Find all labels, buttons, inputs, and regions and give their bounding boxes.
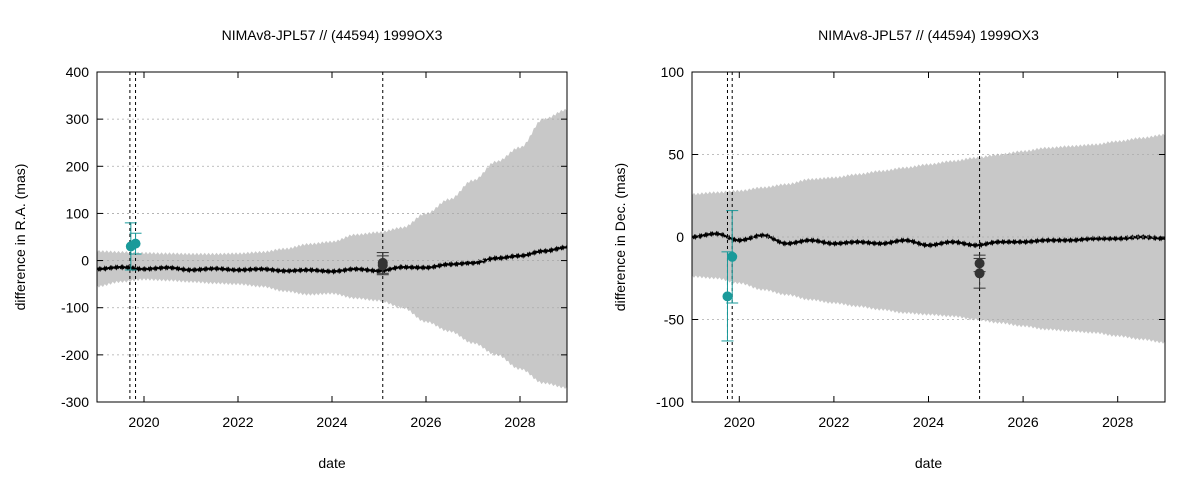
y-tick-label: 0 [676, 229, 684, 245]
uncertainty-band-group [692, 133, 1165, 344]
x-tick-label: 2020 [128, 414, 159, 430]
chart-title: NIMAv8-JPL57 // (44594) 1999OX3 [222, 27, 443, 43]
y-tick-label: -300 [61, 394, 89, 410]
y-tick-label: 200 [66, 158, 90, 174]
x-tick-label: 2026 [410, 414, 441, 430]
y-tick-label: -50 [664, 312, 684, 328]
x-tick-label: 2028 [504, 414, 535, 430]
chart-title: NIMAv8-JPL57 // (44594) 1999OX3 [818, 27, 1039, 43]
y-tick-label: 300 [66, 111, 90, 127]
x-axis-label: date [318, 455, 345, 471]
observation-point [974, 268, 985, 279]
ra-chart-panel: -300 -200 -100 0 100 200 300 400 2020 2022 2024 202… [12, 27, 568, 471]
x-tick-label: 2026 [1008, 414, 1039, 430]
uncertainty-band [97, 108, 567, 389]
y-tick-label: -100 [61, 300, 89, 316]
y-axis-label: difference in Dec. (mas) [612, 163, 628, 311]
y-tick-label: 50 [668, 147, 684, 163]
uncertainty-band [692, 133, 1165, 344]
dec-chart-panel: -100 -50 0 50 100 2020 2022 2024 2026 2028 NIMAv8-… [612, 27, 1166, 471]
x-axis-label: date [915, 455, 942, 471]
y-tick-label: 100 [66, 205, 90, 221]
y-tick-label: 100 [661, 64, 685, 80]
y-tick-label: -200 [61, 347, 89, 363]
observation-point [722, 291, 733, 302]
uncertainty-band-group [97, 108, 567, 389]
x-tick-label: 2022 [222, 414, 253, 430]
y-tick-label: 400 [66, 64, 90, 80]
observation-point [727, 251, 738, 262]
observation-point [130, 238, 141, 249]
y-tick-label: 0 [81, 253, 89, 269]
x-tick-label: 2024 [316, 414, 347, 430]
x-tick-label: 2024 [913, 414, 944, 430]
x-tick-label: 2028 [1102, 414, 1133, 430]
y-tick-label: -100 [656, 394, 684, 410]
observation-point [377, 260, 388, 271]
y-axis-label: difference in R.A. (mas) [12, 164, 28, 311]
x-tick-label: 2022 [818, 414, 849, 430]
x-tick-label: 2020 [724, 414, 755, 430]
mean-difference-curve [692, 230, 1165, 249]
